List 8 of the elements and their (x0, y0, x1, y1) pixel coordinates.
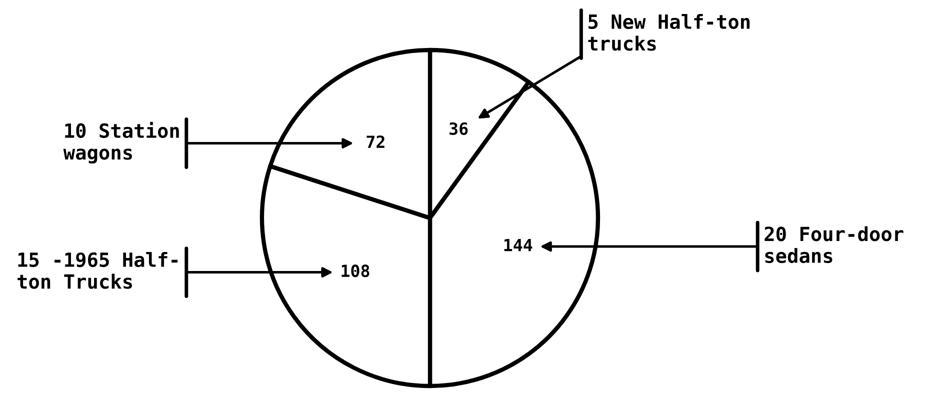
slice-label: 20 Four-door sedans (764, 226, 904, 264)
data-label: 108 (342, 264, 370, 278)
data-label: 72 (366, 135, 384, 148)
slice-label: 15 -1965 Half- ton Trucks (18, 252, 178, 289)
data-label: 36 (450, 122, 468, 135)
slice-label: 5 New Half-ton trucks (588, 14, 750, 51)
slice-label: 10 Station wagons (63, 122, 179, 164)
data-label: 144 (504, 239, 532, 252)
